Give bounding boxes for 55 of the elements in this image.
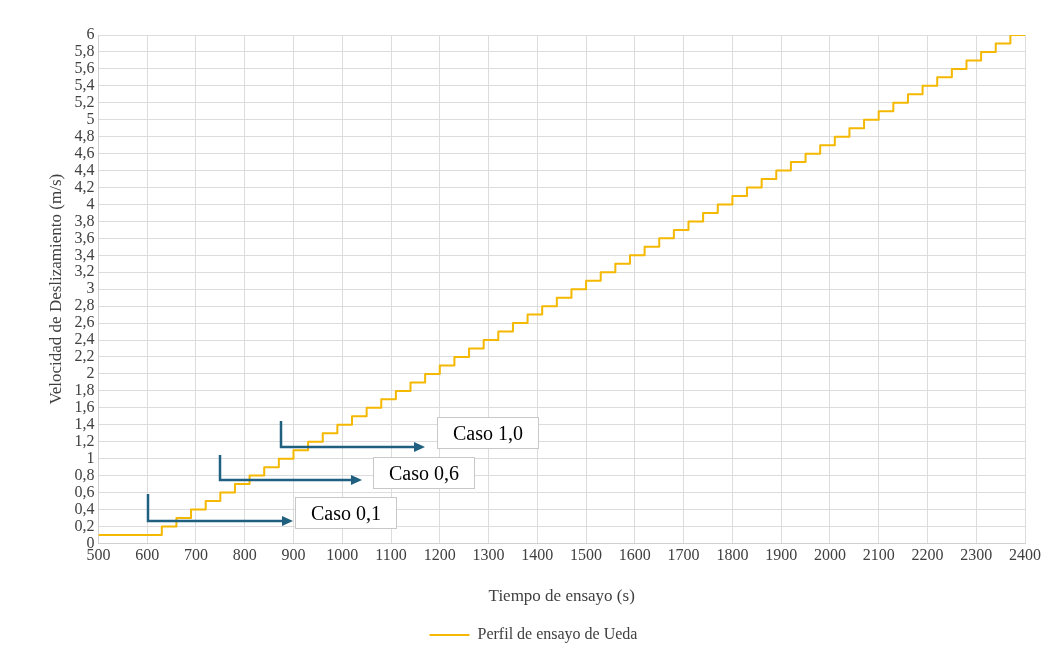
y-tick-label: 1,6: [74, 398, 95, 416]
y-tick-label: 1,2: [74, 431, 95, 449]
y-tick-label: 2: [86, 364, 95, 382]
y-tick-label: 4,6: [74, 143, 95, 161]
x-tick-label: 1800: [716, 546, 749, 564]
x-tick-label: 2200: [911, 546, 944, 564]
y-tick-label: 3,8: [74, 211, 95, 229]
x-tick-label: 1200: [423, 546, 456, 564]
y-axis-title: Velocidad de Deslizamiento (m/s): [45, 173, 65, 405]
x-axis-title: Tiempo de ensayo (s): [488, 586, 635, 606]
y-tick-label: 5,6: [74, 59, 95, 77]
x-tick-label: 700: [183, 546, 208, 564]
y-tick-label: 6: [86, 25, 95, 43]
x-tick-label: 1600: [618, 546, 651, 564]
x-tick-label: 800: [232, 546, 257, 564]
x-tick-label: 1000: [326, 546, 359, 564]
y-tick-label: 2,6: [74, 313, 95, 331]
y-tick-label: 1: [86, 448, 95, 466]
y-tick-label: 0,6: [74, 482, 95, 500]
x-tick-label: 900: [281, 546, 306, 564]
x-tick-label: 1900: [765, 546, 798, 564]
y-tick-label: 4,8: [74, 126, 95, 144]
y-tick-label: 4: [86, 194, 95, 212]
y-tick-label: 1,4: [74, 414, 95, 432]
y-tick-label: 5: [86, 109, 95, 127]
x-tick-label: 1400: [521, 546, 554, 564]
x-tick-label: 1300: [472, 546, 505, 564]
x-tick-label: 2100: [862, 546, 895, 564]
y-tick-label: 2,8: [74, 296, 95, 314]
y-tick-label: 0,8: [74, 465, 95, 483]
y-tick-label: 4,4: [74, 160, 95, 178]
annotation: Caso 0,1: [295, 497, 397, 529]
legend-label: Perfil de ensayo de Ueda: [477, 625, 638, 644]
y-tick-label: 0,4: [74, 499, 95, 517]
x-tick-label: 1500: [570, 546, 603, 564]
y-tick-label: 5,8: [74, 42, 95, 60]
x-tick-label: 2000: [813, 546, 846, 564]
y-tick-label: 4,2: [74, 177, 95, 195]
y-tick-label: 5,4: [74, 76, 95, 94]
x-tick-label: 2300: [960, 546, 993, 564]
x-tick-label: 1700: [667, 546, 700, 564]
annotation: Caso 0,6: [373, 457, 475, 489]
y-tick-label: 3: [86, 279, 95, 297]
y-tick-label: 3,6: [74, 228, 95, 246]
y-tick-label: 2,4: [74, 330, 95, 348]
y-tick-label: 1,8: [74, 381, 95, 399]
y-tick-label: 3,4: [74, 245, 95, 263]
x-tick-label: 1100: [375, 546, 407, 564]
annotation: Caso 1,0: [437, 417, 539, 449]
y-tick-label: 3,2: [74, 262, 95, 280]
y-tick-label: 2,2: [74, 347, 95, 365]
y-tick-label: 0,2: [74, 516, 95, 534]
y-tick-label: 5,2: [74, 92, 95, 110]
x-tick-label: 2400: [1009, 546, 1041, 564]
x-tick-label: 600: [135, 546, 160, 564]
